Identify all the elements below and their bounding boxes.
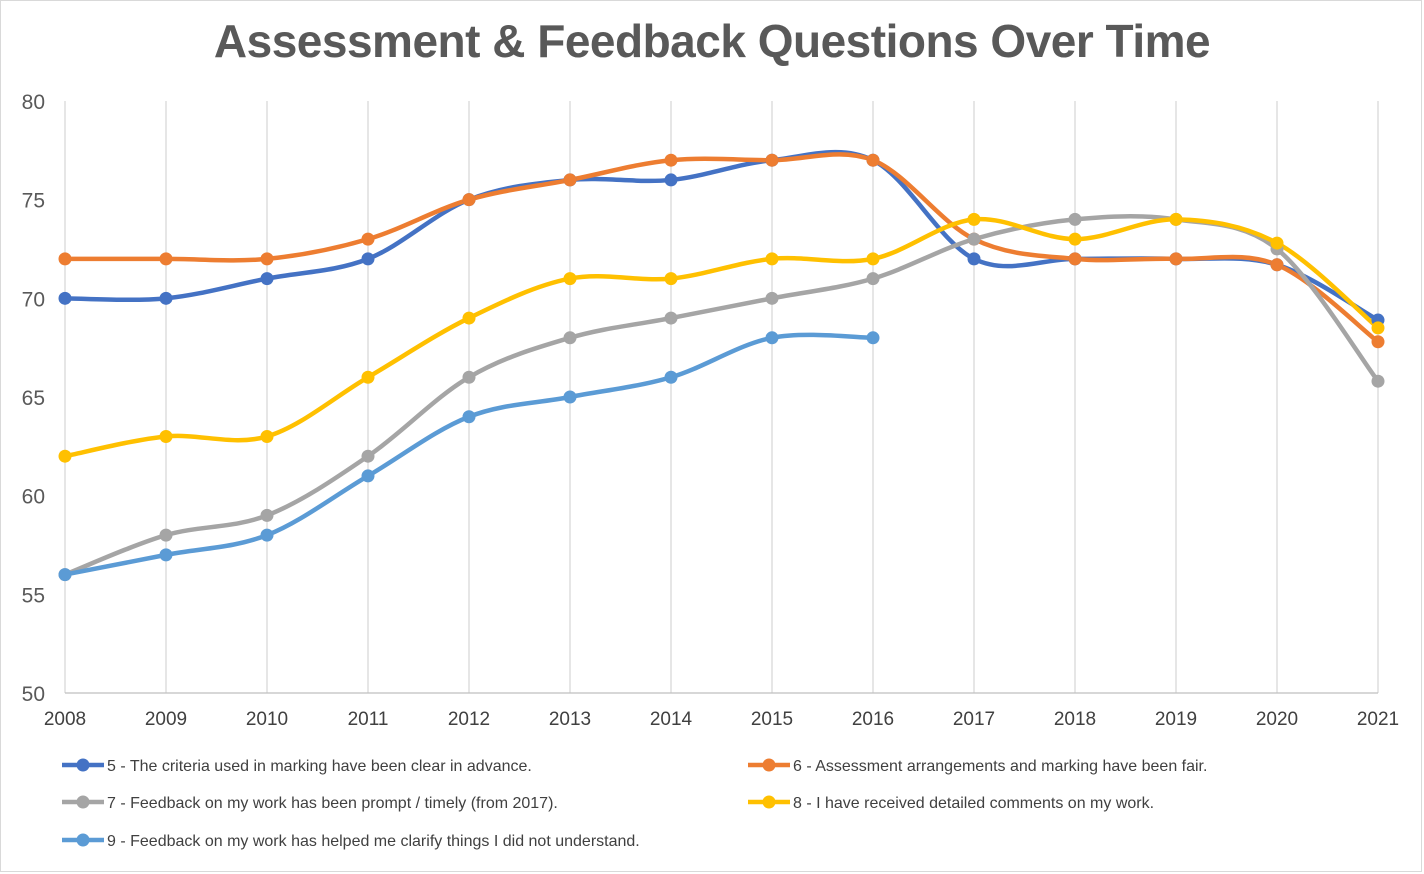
data-point — [58, 449, 72, 463]
legend-label: 6 - Assessment arrangements and marking … — [793, 758, 1207, 775]
x-tick-label: 2020 — [1256, 709, 1298, 730]
legend-swatch-marker — [762, 795, 776, 809]
data-point — [563, 173, 577, 187]
data-point — [462, 311, 476, 325]
legend-label: 9 - Feedback on my work has helped me cl… — [107, 833, 640, 850]
legend-label: 7 - Feedback on my work has been prompt … — [107, 795, 558, 812]
data-point — [664, 311, 678, 325]
data-point — [967, 232, 981, 246]
series-points — [58, 153, 1385, 582]
x-tick-label: 2008 — [44, 709, 86, 730]
data-point — [563, 331, 577, 345]
data-point — [1068, 232, 1082, 246]
data-point — [1371, 321, 1385, 335]
legend-swatch-marker — [76, 795, 90, 809]
data-point — [58, 568, 72, 582]
x-tick-label: 2013 — [549, 709, 591, 730]
data-point — [866, 252, 880, 266]
data-point — [58, 252, 72, 266]
data-point — [159, 291, 173, 305]
data-point — [1068, 252, 1082, 266]
data-point — [1270, 236, 1284, 250]
x-tick-label: 2019 — [1155, 709, 1197, 730]
data-point — [58, 291, 72, 305]
data-point — [563, 272, 577, 286]
data-point — [260, 429, 274, 443]
data-point — [866, 272, 880, 286]
data-point — [1371, 374, 1385, 388]
y-tick-label: 75 — [22, 190, 45, 213]
gridlines — [64, 101, 1379, 694]
data-point — [260, 528, 274, 542]
data-point — [260, 272, 274, 286]
data-point — [664, 370, 678, 384]
y-tick-label: 80 — [22, 91, 45, 114]
y-tick-label: 50 — [22, 683, 45, 706]
data-point — [967, 252, 981, 266]
x-tick-label: 2016 — [852, 709, 894, 730]
series-line-2 — [62, 152, 1381, 344]
data-point — [1371, 335, 1385, 349]
y-tick-label: 70 — [22, 288, 45, 311]
data-point — [462, 410, 476, 424]
data-point — [1169, 252, 1183, 266]
x-tick-label: 2014 — [650, 709, 693, 730]
x-tick-label: 2021 — [1357, 709, 1399, 730]
data-point — [866, 153, 880, 167]
data-point — [765, 252, 779, 266]
data-point — [765, 291, 779, 305]
data-point — [361, 252, 375, 266]
legend-swatch-marker — [76, 833, 90, 847]
x-tick-label: 2017 — [953, 709, 995, 730]
x-tick-label: 2010 — [246, 709, 288, 730]
y-tick-label: 65 — [22, 387, 45, 410]
legend-label: 8 - I have received detailed comments on… — [793, 795, 1154, 812]
data-point — [563, 390, 577, 404]
data-point — [361, 370, 375, 384]
data-point — [664, 272, 678, 286]
data-point — [159, 252, 173, 266]
y-axis-ticks: 50 55 60 65 70 75 80 — [22, 91, 45, 706]
legend-swatch-marker — [76, 758, 90, 772]
data-point — [462, 193, 476, 207]
series-line-4 — [62, 216, 1381, 459]
data-point — [664, 153, 678, 167]
data-point — [159, 528, 173, 542]
data-point — [866, 331, 880, 345]
x-tick-label: 2011 — [348, 709, 389, 730]
data-point — [765, 153, 779, 167]
data-point — [159, 429, 173, 443]
data-point — [361, 469, 375, 483]
x-axis-ticks: 2008 2009 2010 2011 2012 2013 2014 2015 2016 2017… — [44, 709, 1399, 730]
data-point — [1169, 212, 1183, 226]
data-point — [1068, 212, 1082, 226]
series-line-1 — [62, 149, 1381, 323]
data-point — [765, 331, 779, 345]
data-point — [159, 548, 173, 562]
x-tick-label: 2018 — [1054, 709, 1096, 730]
data-point — [664, 173, 678, 187]
y-tick-label: 55 — [22, 584, 45, 607]
x-tick-label: 2015 — [751, 709, 793, 730]
data-point — [361, 232, 375, 246]
legend: 5 - The criteria used in marking have be… — [62, 758, 1207, 850]
y-tick-label: 60 — [22, 486, 45, 509]
legend-label: 5 - The criteria used in marking have be… — [107, 758, 532, 775]
data-point — [1270, 258, 1284, 272]
data-point — [260, 508, 274, 522]
data-point — [967, 212, 981, 226]
x-tick-label: 2012 — [448, 709, 490, 730]
data-point — [361, 449, 375, 463]
x-tick-label: 2009 — [145, 709, 187, 730]
chart-title: Assessment & Feedback Questions Over Tim… — [213, 15, 1211, 67]
legend-swatch-marker — [762, 758, 776, 772]
data-point — [462, 370, 476, 384]
data-point — [260, 252, 274, 266]
